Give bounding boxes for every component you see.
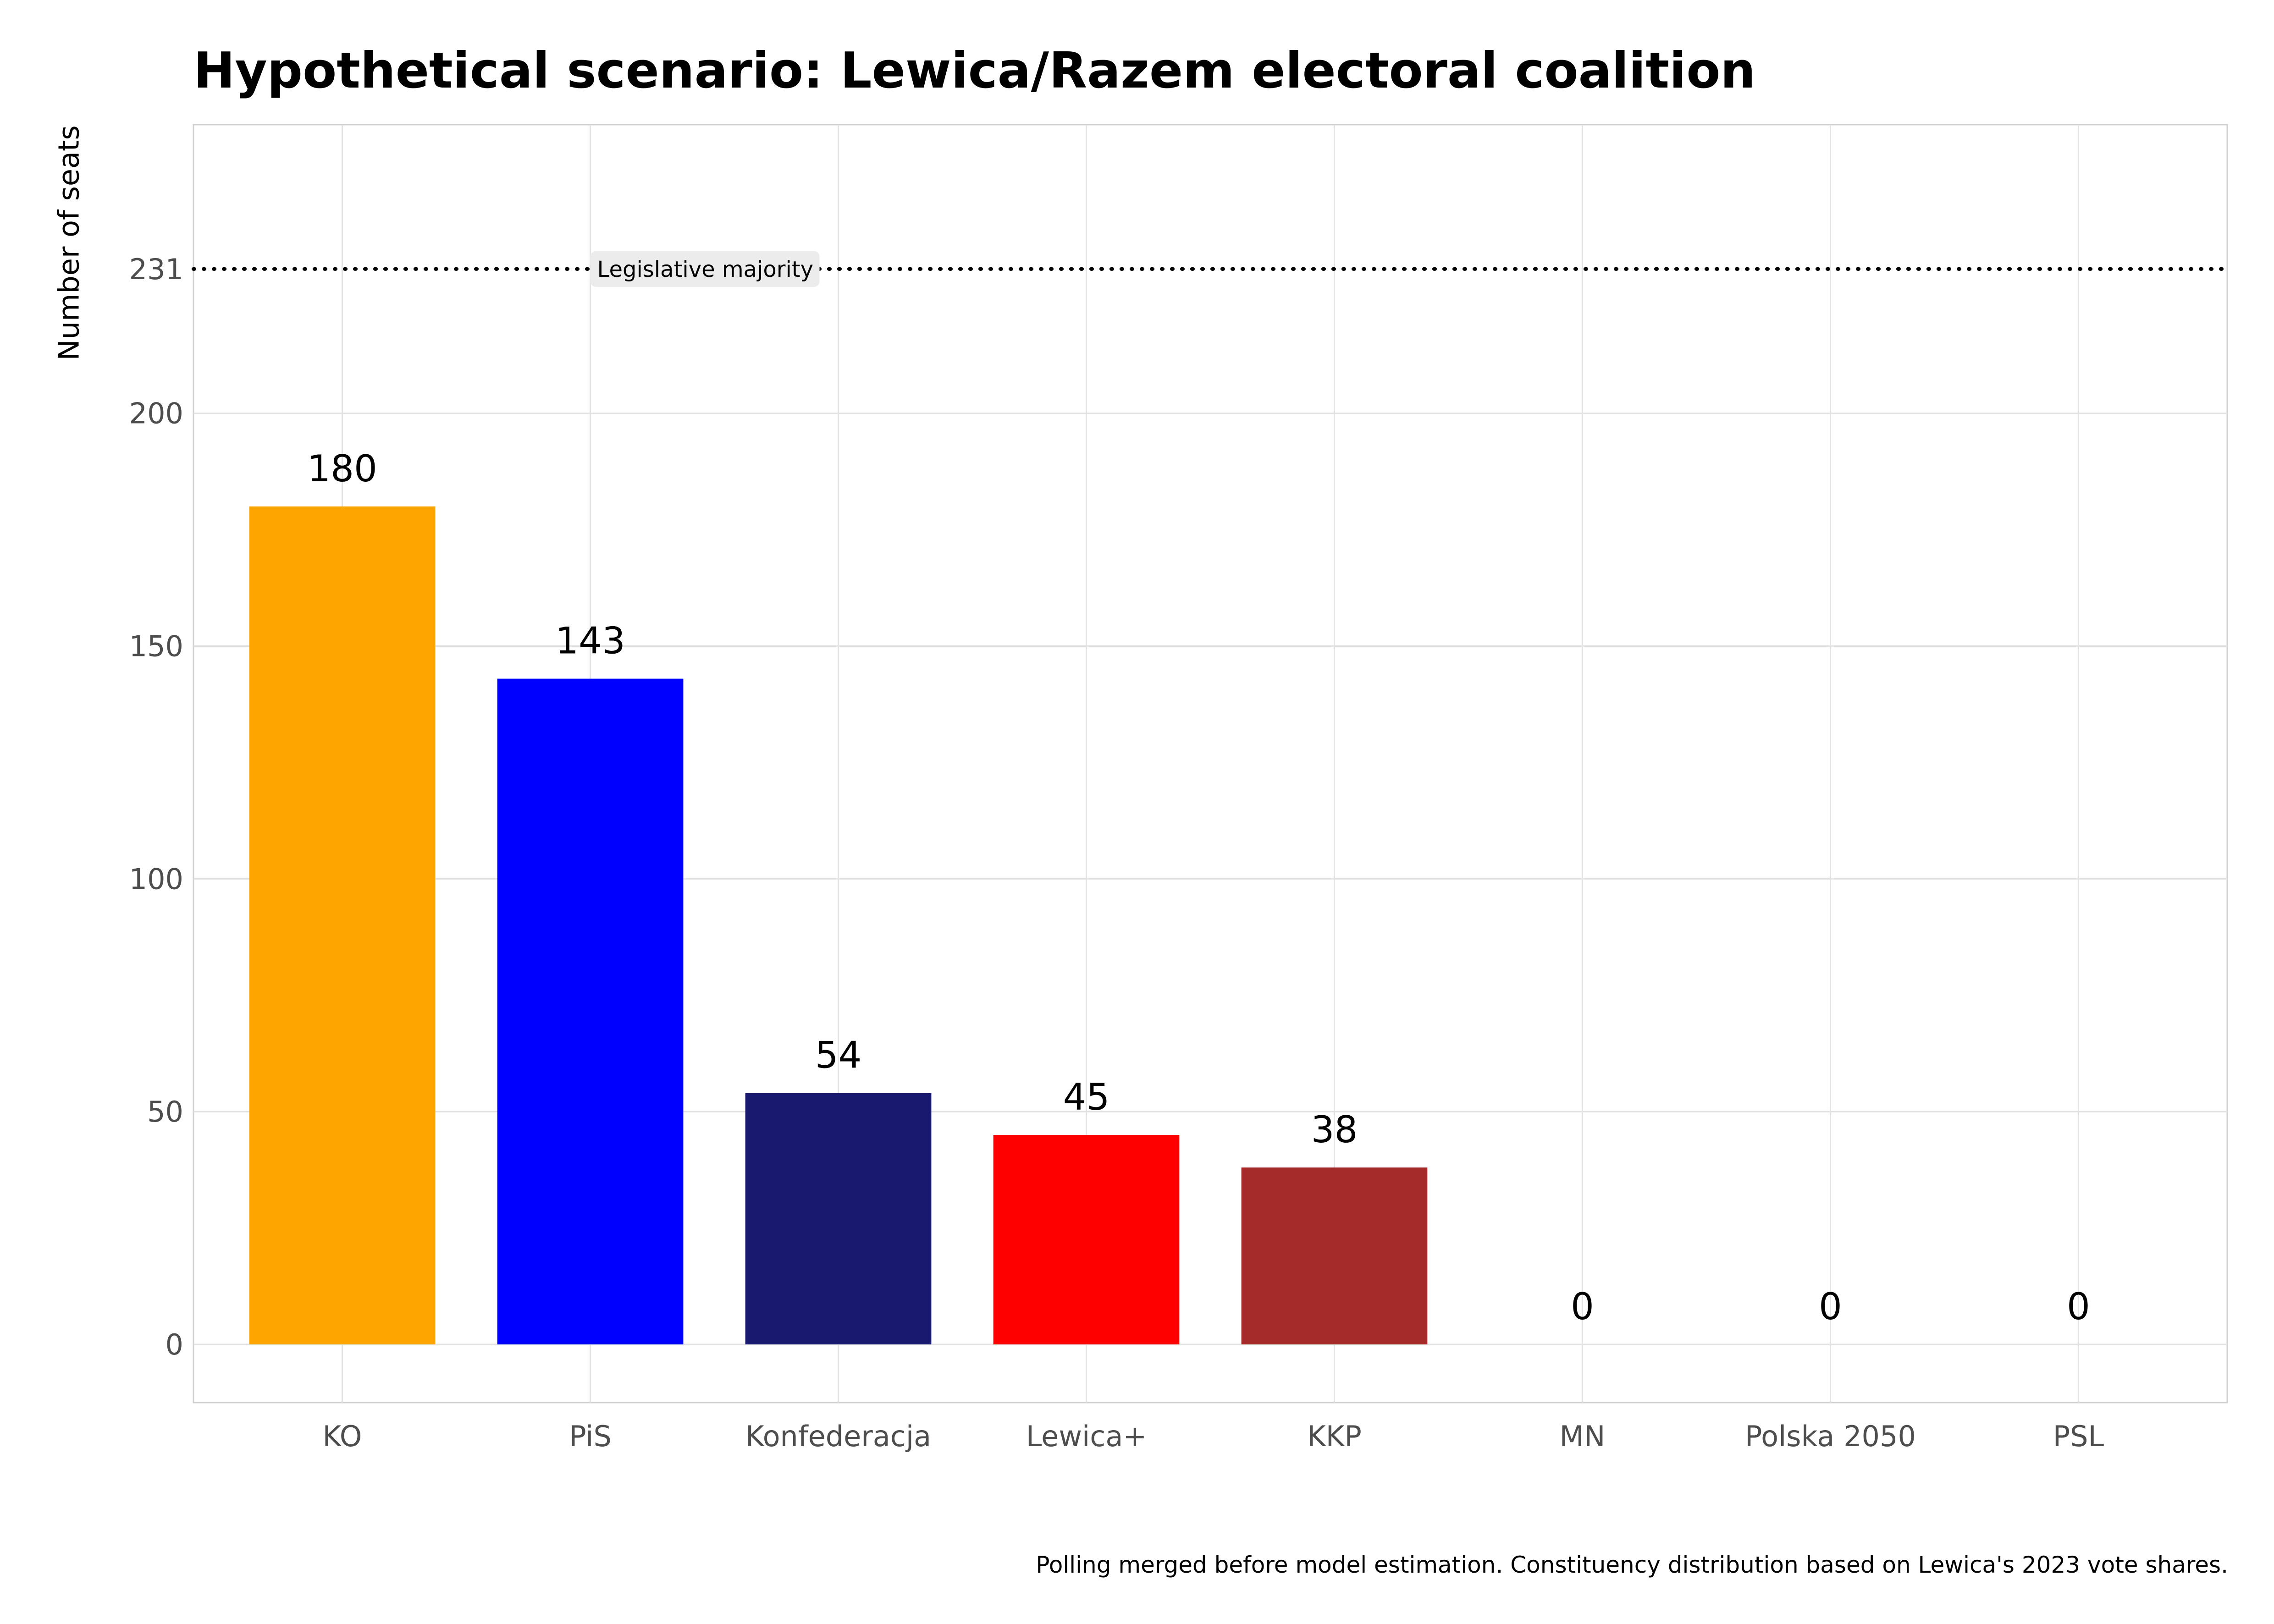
chart-title: Hypothetical scenario: Lewica/Razem elec… <box>193 42 1756 99</box>
chart-caption: Polling merged before model estimation. … <box>1036 1552 2228 1578</box>
data-label: 143 <box>555 620 625 662</box>
y-tick-label: 231 <box>129 253 183 286</box>
majority-label-box <box>590 251 820 287</box>
bar-ko <box>249 506 436 1345</box>
x-tick-label: PSL <box>2053 1420 2104 1453</box>
y-tick-label: 50 <box>147 1095 183 1129</box>
data-label: 38 <box>1311 1108 1358 1151</box>
x-tick-label: MN <box>1560 1420 1606 1453</box>
data-label: 0 <box>1571 1285 1594 1328</box>
y-tick-label: 0 <box>166 1328 183 1361</box>
data-label: 45 <box>1063 1076 1110 1118</box>
x-tick-label: KKP <box>1307 1420 1362 1453</box>
x-tick-label: KO <box>323 1420 362 1453</box>
data-label: 0 <box>2067 1285 2090 1328</box>
y-tick-label: 150 <box>129 630 183 663</box>
x-tick-label: Polska 2050 <box>1745 1420 1916 1453</box>
plot-panel <box>193 124 2228 1404</box>
bar-pis <box>497 678 684 1345</box>
y-tick-label: 100 <box>129 862 183 896</box>
data-label: 54 <box>815 1034 862 1077</box>
bar-kkp <box>1241 1167 1428 1345</box>
bar-konfederacja <box>745 1093 932 1345</box>
majority-label: Legislative majority <box>597 257 814 282</box>
bar-lewica- <box>993 1134 1180 1345</box>
data-label: 0 <box>1819 1285 1842 1328</box>
x-tick-label: PiS <box>569 1420 612 1453</box>
x-tick-label: Konfederacja <box>745 1420 931 1453</box>
y-tick-label: 200 <box>129 397 183 430</box>
data-label: 180 <box>307 447 377 490</box>
x-tick-label: Lewica+ <box>1026 1420 1147 1453</box>
